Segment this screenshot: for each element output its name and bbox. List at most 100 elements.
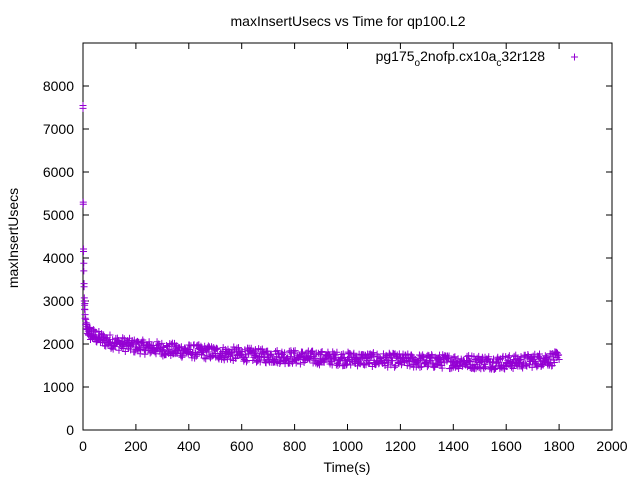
data-point-band-485 (332, 361, 340, 369)
data-point-band-260 (213, 345, 221, 353)
data-point-band-194 (178, 352, 186, 360)
data-point-band-7 (81, 300, 89, 308)
x-tick-label-9: 1800 (544, 438, 575, 454)
x-tick-label-10: 2000 (596, 438, 627, 454)
data-point-band-869 (536, 350, 544, 358)
legend-label: pg175o2nofp.cx10ac32r128 (376, 48, 546, 69)
data-point-band-643 (416, 363, 424, 371)
data-point-band-300 (235, 344, 243, 352)
data-point-band-784 (491, 365, 499, 373)
y-axis-ticks: 0 1000 2000 3000 4000 5000 6000 7000 8000 (43, 78, 612, 438)
y-tick-label-1: 1000 (43, 379, 74, 395)
data-point-band-373 (273, 347, 281, 355)
data-point-band-238 (202, 355, 210, 363)
data-point-band-259 (213, 344, 221, 352)
x-tick-label-1: 200 (124, 438, 148, 454)
data-point-band-707 (450, 353, 458, 361)
data-point-band-10 (82, 319, 90, 327)
data-point-band-193 (178, 353, 186, 361)
data-point-band-1 (79, 200, 87, 208)
data-point-band-754 (475, 352, 483, 360)
series-points (79, 102, 563, 373)
data-point-band-421 (299, 348, 307, 356)
data-point (80, 267, 88, 275)
data-point-band-220 (192, 352, 200, 360)
data-point-band-440 (309, 347, 317, 355)
x-axis-ticks: 0 200 400 600 800 1000 1200 1400 1600 1800 2000 (79, 43, 628, 454)
data-point-band-887 (545, 355, 553, 363)
data-point-band-463 (321, 356, 329, 364)
data-point-band-486 (333, 348, 341, 356)
data-point-band-518 (350, 349, 358, 357)
data-point-band-837 (519, 364, 527, 372)
legend-label-part-1: pg175 (376, 48, 415, 64)
data-point-band-30 (92, 328, 100, 336)
x-axis-label: Time(s) (324, 459, 371, 475)
data-point-band-81 (119, 334, 127, 342)
y-tick-label-0: 0 (66, 422, 74, 438)
data-point-band-409 (292, 359, 300, 367)
legend-marker (571, 53, 578, 61)
data-point-band-159 (160, 347, 168, 355)
data-point-band-19 (86, 324, 94, 332)
x-tick-label-2: 400 (177, 438, 201, 454)
legend-label-part-3: 32r128 (501, 48, 545, 64)
data-point-band-698 (445, 352, 453, 360)
data-point-band-530 (356, 360, 364, 368)
data-point-band-113 (136, 344, 144, 352)
x-tick-label-8: 1600 (491, 438, 522, 454)
data-point-band-4 (80, 280, 88, 288)
data-point-band-650 (420, 353, 428, 361)
data-point-band-57 (106, 331, 114, 339)
data-point-band-665 (428, 351, 436, 359)
data-point-band-810 (504, 353, 512, 361)
data-point-band-131 (145, 338, 153, 346)
data-point-band-251 (209, 352, 217, 360)
legend: pg175o2nofp.cx10ac32r128 (376, 48, 578, 69)
data-point-band-123 (141, 350, 149, 358)
data-point-band-86 (121, 348, 129, 356)
data-point-band-588 (387, 361, 395, 369)
data-point-band-47 (101, 342, 109, 350)
x-tick-label-4: 800 (283, 438, 307, 454)
y-tick-label-5: 5000 (43, 207, 74, 223)
legend-label-sub-2: c (496, 58, 501, 69)
data-point-band-799 (498, 354, 506, 362)
data-point-band-844 (522, 361, 530, 369)
data-point-band-407 (291, 347, 299, 355)
data-point-band-555 (369, 349, 377, 357)
data-point-band-773 (485, 353, 493, 361)
data-point-band-897 (550, 359, 558, 367)
data-point-band-27 (90, 327, 98, 335)
y-tick-label-3: 3000 (43, 293, 74, 309)
data-point-band-62 (109, 336, 117, 344)
data-point-band-398 (286, 353, 294, 361)
data-point-band-114 (136, 350, 144, 358)
data-point-band-109 (133, 337, 141, 345)
data-point-band-67 (111, 343, 119, 351)
data-point-band-417 (296, 360, 304, 368)
data-point-band-243 (204, 342, 212, 350)
data-point-band-546 (365, 360, 373, 368)
legend-label-sub-1: o (415, 58, 421, 69)
data-point-band-192 (177, 343, 185, 351)
data-point-band-819 (509, 364, 517, 372)
data-point-band-595 (391, 363, 399, 371)
x-tick-label-3: 600 (230, 438, 254, 454)
data-point-band-556 (370, 352, 378, 360)
data-point-band-8 (81, 311, 89, 319)
data-point-band-362 (267, 350, 275, 358)
data-point-band-591 (388, 357, 396, 365)
x-tick-label-0: 0 (79, 438, 87, 454)
chart-title: maxInsertUsecs vs Time for qp100.L2 (231, 13, 466, 29)
x-tick-label-6: 1200 (385, 438, 416, 454)
data-point-band-3 (80, 259, 88, 267)
data-point-band-737 (466, 357, 474, 365)
data-point-band-657 (423, 363, 431, 371)
y-tick-label-7: 7000 (43, 121, 74, 137)
data-point-band-173 (167, 340, 175, 348)
data-point-band-115 (137, 345, 145, 353)
data-point-band-456 (317, 348, 325, 356)
data-point-band-834 (517, 353, 525, 361)
data-point-band-868 (535, 354, 543, 362)
